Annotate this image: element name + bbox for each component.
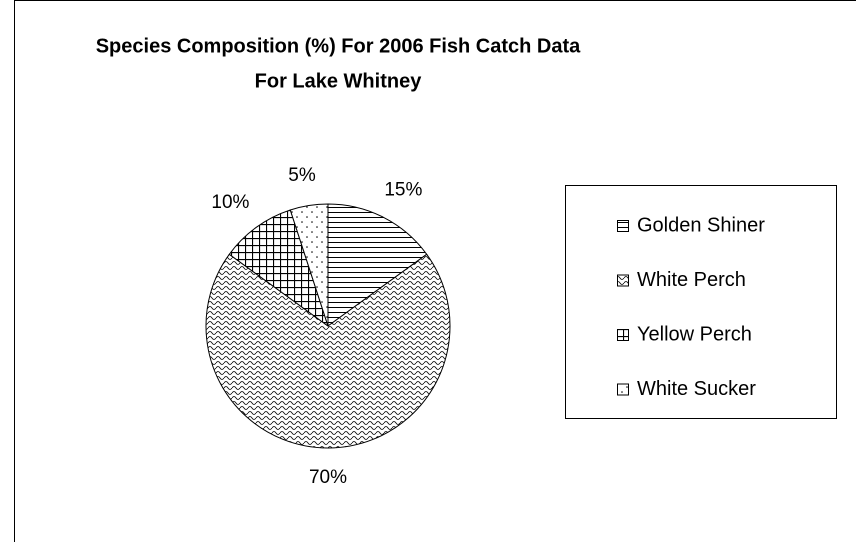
chart-title: For Lake Whitney bbox=[255, 70, 423, 92]
data-label: 10% bbox=[211, 192, 249, 213]
legend-swatch bbox=[617, 383, 629, 396]
chart-title: Species Composition (%) For 2006 Fish Ca… bbox=[96, 35, 581, 57]
legend-label: White Sucker bbox=[637, 378, 756, 400]
legend-box bbox=[565, 185, 837, 419]
pie-slice bbox=[289, 203, 329, 327]
data-label: 15% bbox=[384, 180, 422, 201]
legend-label: Yellow Perch bbox=[637, 323, 752, 345]
data-label: 5% bbox=[288, 165, 316, 186]
legend-label: Golden Shiner bbox=[637, 214, 765, 236]
pie-slice bbox=[228, 209, 329, 328]
data-label: 70% bbox=[309, 467, 347, 488]
legend-swatch bbox=[617, 220, 629, 232]
legend-label: White Perch bbox=[637, 269, 746, 291]
pie-slice bbox=[327, 203, 428, 327]
legend-swatch bbox=[617, 274, 629, 287]
pie-slice bbox=[205, 253, 451, 449]
legend-swatch bbox=[617, 329, 629, 341]
